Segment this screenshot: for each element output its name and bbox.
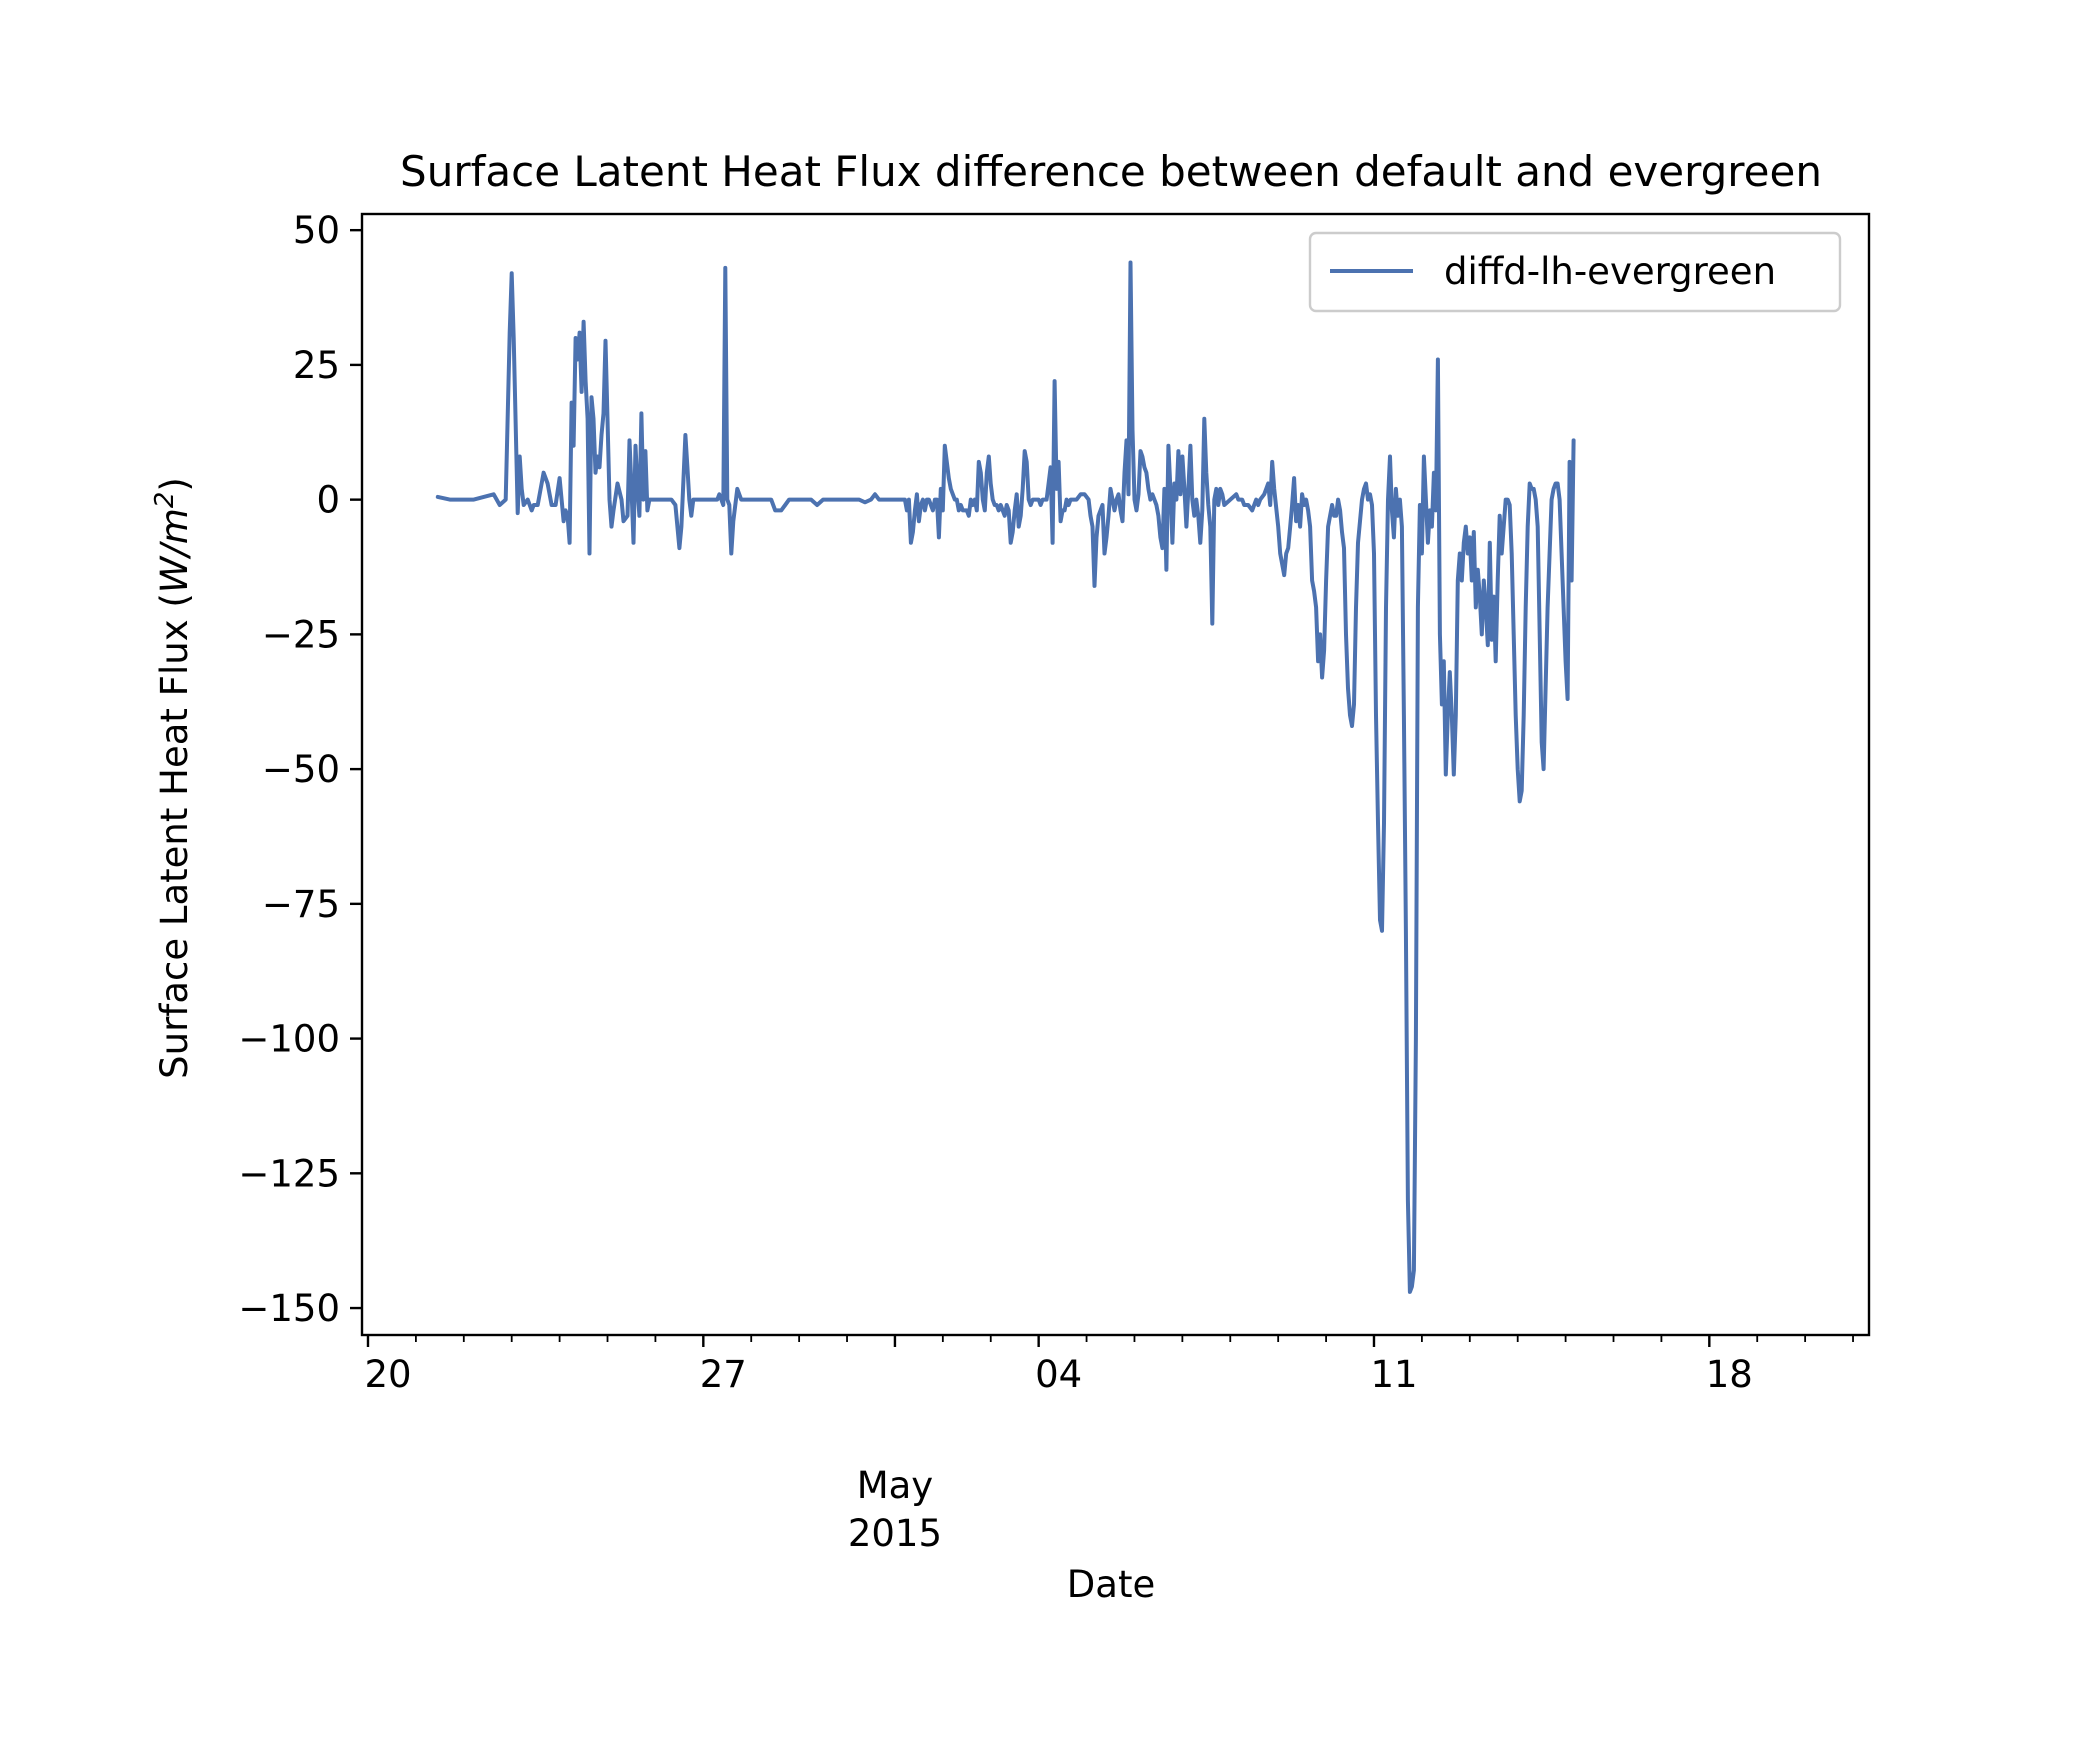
legend-label: diffd-lh-evergreen: [1444, 250, 1776, 293]
y-tick-label: −50: [262, 748, 340, 791]
x-tick-label: 18: [1706, 1353, 1753, 1396]
x-tick-label: 11: [1370, 1353, 1417, 1396]
y-axis-label-unit: W/m: [153, 508, 196, 593]
y-axis-label: Surface Latent Heat Flux (W/m2): [150, 477, 196, 1079]
x-month-year-label: 2015: [848, 1512, 942, 1555]
y-tick-label: −125: [238, 1152, 340, 1195]
y-axis-label-text: Surface Latent Heat Flux (: [153, 593, 196, 1079]
y-tick-label: −150: [238, 1287, 340, 1330]
y-tick-label: −75: [262, 883, 340, 926]
x-tick-label: 27: [700, 1353, 747, 1396]
y-tick-label: 0: [316, 479, 340, 522]
plot-area: 50 25 0 −25 −50 −75 −100 −125 −150 20 27 04 11 18 May…: [238, 209, 1871, 1555]
x-month-year-label: May: [857, 1464, 934, 1507]
x-axis: 20 27 04 11 18 May 2015: [364, 1335, 1854, 1555]
x-axis-label: Date: [1067, 1563, 1155, 1606]
legend-frame: [1308, 231, 1842, 313]
y-axis: 50 25 0 −25 −50 −75 −100 −125 −150: [238, 209, 362, 1330]
plot-frame: [360, 212, 1871, 1337]
y-tick-label: 25: [293, 344, 340, 387]
y-axis-label-close: ): [153, 477, 196, 491]
series-line-diffd-lh-evergreen: [435, 260, 1576, 1294]
y-tick-label: −100: [238, 1018, 340, 1061]
y-tick-label: −25: [262, 613, 340, 656]
chart-title: Surface Latent Heat Flux difference betw…: [400, 147, 1822, 196]
x-tick-label: 04: [1035, 1353, 1082, 1396]
x-tick-label: 20: [364, 1353, 411, 1396]
y-axis-label-exponent: 2: [150, 492, 180, 509]
y-tick-label: 50: [293, 209, 340, 252]
legend: diffd-lh-evergreen: [1308, 231, 1842, 313]
